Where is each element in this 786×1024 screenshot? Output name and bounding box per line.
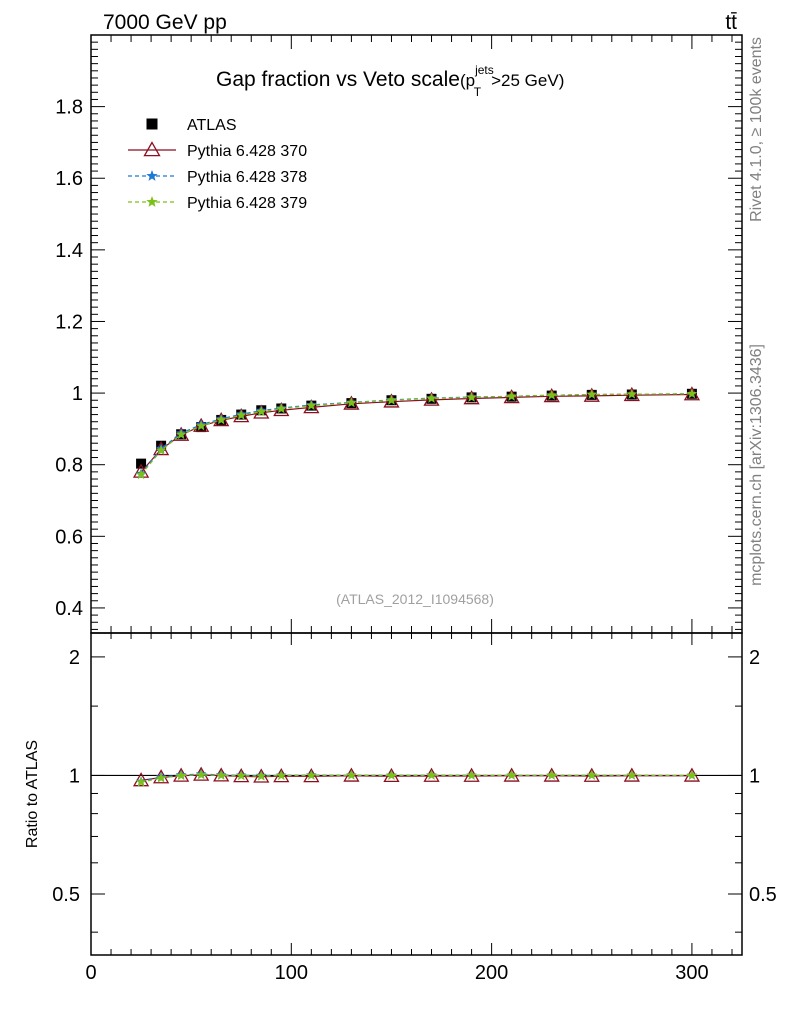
series-1-point (583, 387, 600, 402)
series-3-point (195, 420, 207, 431)
mcplots-side-label: mcplots.cern.ch [arXiv:1306.3436] (748, 344, 765, 586)
chart-title: Gap fraction vs Veto scale(pjets T >25 GeV… (216, 63, 564, 99)
series-3-ratio-point (175, 770, 187, 781)
legend-label: Pythia 6.428 370 (187, 143, 307, 160)
series-1-ratio-point (583, 767, 600, 782)
series-3-point (686, 388, 698, 399)
tick-labels: 0 100 200 300 0.4 0.6 0.8 1 1.2 1.4 1.6 1.8 0.5 0.5 1 1… (52, 97, 777, 984)
series-3-ratio-point (546, 769, 557, 780)
y-tick-label-ratio: 0.5 (52, 884, 80, 906)
x-tick-label: 200 (475, 962, 508, 984)
y-tick-label-main: 1.6 (55, 168, 83, 190)
analysis-watermark: (ATLAS_2012_I1094568) (336, 591, 494, 607)
y-tick-label-ratio-right: 1 (749, 765, 760, 787)
process-label: 7000 GeV pp (103, 11, 227, 34)
series-3-line (140, 393, 692, 476)
series-3-ratio-point (135, 776, 147, 787)
series-3-point (426, 393, 437, 403)
series-3-ratio-point (216, 770, 227, 780)
final-state-label: tt̄ (725, 11, 737, 34)
series-3-point (276, 403, 287, 414)
series-3-point (236, 409, 247, 420)
ratio-series (132, 766, 701, 787)
legend-marker (146, 196, 158, 207)
chart-title-sub: T (474, 85, 482, 99)
series-3-ratio-point (236, 770, 247, 781)
series-3-ratio-point (256, 770, 267, 781)
chart-title-paren: (p (460, 71, 475, 90)
chart-title-rest: >25 GeV) (491, 71, 564, 90)
series-1-point (132, 463, 150, 478)
y-tick-label-main: 0.6 (55, 526, 83, 548)
series-3-point (155, 444, 167, 455)
y-tick-label-main: 1.4 (55, 240, 83, 262)
series-2-line (140, 393, 692, 475)
series-1-point (623, 386, 640, 402)
series-3-point (175, 429, 187, 440)
series-3-point (626, 388, 638, 399)
series-1-ratio-point (233, 768, 250, 783)
series-3-point (135, 469, 147, 480)
y-tick-label-main: 1 (72, 383, 83, 405)
main-series (132, 386, 701, 480)
series-3-point (546, 389, 557, 400)
series-1-ratio-point (303, 768, 320, 783)
series-1-ratio-point (132, 772, 150, 787)
y-tick-label-ratio: 2 (69, 647, 80, 669)
x-tick-label: 100 (275, 962, 308, 984)
y-tick-label-ratio-right: 2 (749, 647, 760, 669)
x-tick-label: 300 (675, 962, 708, 984)
series-1-ratio-point (273, 768, 290, 783)
series-1-line (140, 393, 692, 473)
series-3-ratio-line (140, 774, 692, 783)
y-tick-label-main: 1.8 (55, 97, 83, 119)
series-3-ratio-point (155, 772, 167, 783)
x-tick-label: 0 (85, 962, 96, 984)
series-3-point (256, 406, 267, 417)
series-1-point (233, 408, 250, 423)
rivet-side-label: Rivet 4.1.0, ≥ 100k events (748, 37, 765, 222)
series-3-point (506, 390, 517, 401)
legend: ATLAS Pythia 6.428 370 Pythia 6.428 378 Pyt… (128, 117, 307, 212)
series-3-ratio-point (626, 769, 638, 780)
series-3-ratio-point (686, 770, 698, 780)
series-1-point (253, 404, 270, 419)
series-3-point (466, 391, 477, 402)
y-tick-label-ratio-right: 0.5 (749, 884, 777, 906)
y-tick-label-main: 0.4 (55, 598, 83, 620)
series-3-point (306, 400, 317, 411)
series-1-point (463, 390, 480, 405)
series-3-ratio-point (346, 769, 357, 780)
series-3-point (386, 394, 397, 405)
ratio-ylabel: Ratio to ATLAS (24, 740, 41, 848)
series-3-ratio-point (426, 769, 437, 780)
series-3-ratio-point (386, 770, 397, 780)
legend-marker (146, 118, 158, 130)
series-3-point (586, 389, 597, 399)
series-1-point (152, 440, 170, 456)
legend-marker (146, 170, 158, 181)
y-tick-label-main: 0.8 (55, 455, 83, 477)
series-3-point (346, 397, 357, 408)
series-3-ratio-point (276, 770, 287, 781)
series-1-point (303, 399, 320, 414)
series-3-ratio-point (586, 769, 597, 780)
legend-label: ATLAS (187, 117, 237, 134)
ratio-panel-frame (90, 632, 743, 956)
chart-title-main: Gap fraction vs Veto scale (216, 68, 460, 91)
legend-label: Pythia 6.428 379 (187, 195, 307, 212)
y-tick-label-main: 1.2 (55, 311, 83, 333)
series-3-ratio-point (506, 769, 517, 780)
series-1-point (423, 391, 440, 406)
series-3-ratio-point (466, 770, 477, 780)
y-tick-label-ratio: 1 (69, 765, 80, 787)
series-3-ratio-point (306, 770, 317, 780)
legend-label: Pythia 6.428 378 (187, 169, 307, 186)
legend-marker (143, 141, 161, 157)
chart-title-sup: jets (474, 63, 494, 77)
series-3-point (216, 414, 227, 425)
series-3-ratio-point (195, 769, 207, 780)
